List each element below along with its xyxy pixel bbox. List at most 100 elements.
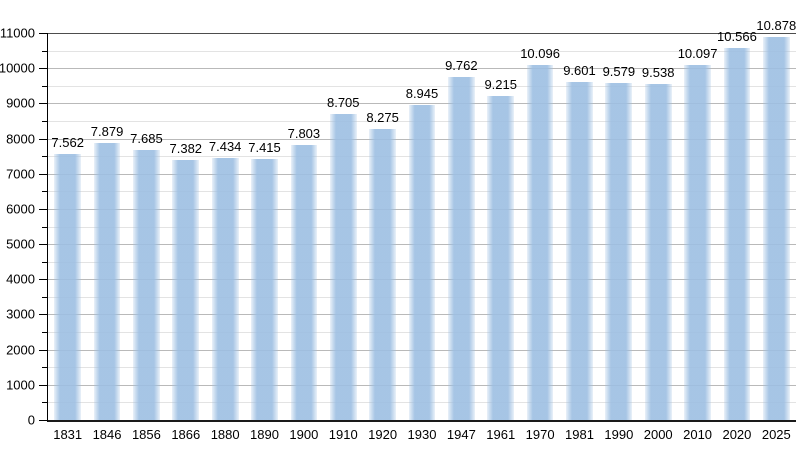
bar-value-label: 7.803 [287, 126, 321, 142]
bar-slot: 7.685 1856 [127, 33, 166, 441]
y-tick-label: 5000 [6, 236, 35, 252]
grid-line-major [48, 103, 796, 105]
grid-line-major [48, 68, 796, 70]
y-tick-label: 1000 [6, 377, 35, 393]
y-axis-tick [39, 279, 47, 281]
x-tick-label: 1970 [525, 427, 555, 442]
y-axis-tick [39, 173, 47, 175]
grid-line-minor [48, 85, 796, 87]
bar-value-label: 7.879 [90, 123, 124, 139]
x-tick-label: 1920 [368, 427, 398, 442]
bar-value-label: 10.878 [756, 18, 797, 34]
y-axis-tick [39, 384, 47, 386]
bar-value-label: 8.945 [405, 86, 439, 102]
y-axis-minor-tick [42, 332, 47, 334]
y-axis-tick [39, 420, 47, 421]
bar-2020 [723, 48, 751, 420]
x-tick-label: 2020 [722, 427, 752, 442]
y-axis-minor-tick [42, 296, 47, 298]
bar-slot: 9.601 1981 [560, 33, 599, 442]
bar-slot: 7.434 1880 [205, 33, 244, 442]
x-tick-label: 2025 [761, 427, 791, 442]
bar-1961 [487, 95, 515, 420]
bar-1981 [566, 82, 593, 420]
x-tick-label: 1981 [565, 427, 594, 442]
bar-value-label: 8.705 [326, 94, 360, 110]
y-axis-tick [39, 208, 47, 210]
x-tick-label: 2010 [683, 427, 713, 442]
x-tick-label: 1890 [250, 427, 279, 442]
y-tick-label: 11000 [0, 25, 35, 41]
bar-value-label: 7.685 [130, 130, 163, 146]
y-axis-minor-tick [42, 191, 47, 193]
x-tick-label: 2000 [643, 427, 673, 442]
bar-value-label: 9.538 [641, 65, 675, 81]
y-tick-label: 4000 [6, 271, 35, 287]
y-axis-tick [39, 138, 47, 140]
bar-1831 [54, 153, 82, 420]
x-tick-label: 1910 [328, 427, 358, 442]
bar-slot: 10.096 1970 [520, 33, 560, 441]
bar-1866 [172, 160, 200, 420]
bar-1970 [526, 64, 554, 420]
y-axis-minor-tick [42, 120, 47, 122]
y-axis-tick [39, 68, 47, 70]
bar-slot: 10.097 2010 [678, 33, 718, 441]
bar-1990 [605, 83, 633, 420]
y-tick-label: 2000 [6, 342, 35, 358]
bar-value-label: 7.415 [248, 140, 281, 156]
x-tick-label: 1961 [486, 427, 516, 442]
bar-slot: 9.538 2000 [639, 33, 678, 442]
y-axis-tick [39, 33, 47, 34]
bar-slot: 8.705 1910 [324, 33, 363, 441]
bar-slot: 8.945 1930 [402, 33, 441, 442]
bar-value-label: 7.382 [169, 141, 203, 157]
bar-1947 [447, 76, 475, 420]
bar-value-label: 7.562 [51, 134, 84, 150]
y-tick-label: 6000 [6, 201, 35, 217]
y-axis-minor-tick [42, 50, 47, 52]
bar-1920 [369, 128, 396, 420]
y-axis-tick [39, 349, 47, 351]
y-axis-minor-tick [42, 85, 47, 87]
grid-line-minor [48, 50, 796, 52]
bar-2025 [762, 37, 790, 420]
y-axis-minor-tick [42, 226, 47, 228]
y-axis-tick [39, 103, 47, 105]
bar-slot: 7.879 1846 [87, 33, 126, 441]
bar-value-label: 7.434 [208, 139, 242, 155]
y-axis-tick [39, 314, 47, 316]
bar-value-label: 9.762 [445, 57, 478, 73]
y-axis-tick [39, 244, 47, 246]
bar-slot: 7.415 1890 [245, 33, 284, 442]
x-tick-label: 1900 [289, 427, 319, 442]
bar-slot: 10.566 2020 [717, 30, 757, 442]
bar-1900 [290, 145, 318, 420]
bar-1890 [251, 159, 278, 420]
bar-1930 [408, 105, 436, 420]
bar-slot: 9.762 1947 [442, 33, 481, 441]
x-tick-label: 1990 [604, 427, 634, 442]
bar-1910 [329, 113, 357, 420]
bar-value-label: 10.097 [677, 45, 718, 61]
y-tick-label: 0 [27, 412, 35, 428]
y-tick-label: 9000 [6, 95, 35, 111]
x-tick-label: 1846 [92, 427, 122, 442]
y-axis-minor-tick [42, 156, 47, 158]
bar-slot: 8.275 1920 [363, 33, 402, 441]
y-axis-minor-tick [42, 402, 47, 404]
bar-2000 [644, 84, 672, 420]
bar-slot: 7.562 1831 [48, 33, 87, 441]
y-axis-minor-tick [42, 261, 47, 263]
x-tick-label: 1856 [131, 427, 161, 442]
bar-value-label: 10.096 [520, 45, 560, 61]
bar-1856 [133, 149, 160, 420]
y-tick-label: 10000 [0, 60, 35, 76]
x-tick-label: 1947 [446, 427, 476, 442]
bar-1880 [211, 158, 239, 420]
bar-2010 [684, 64, 711, 420]
grid-line-major [48, 33, 796, 34]
y-axis-minor-tick [42, 367, 47, 369]
bar-slot: 9.215 1961 [481, 33, 520, 441]
